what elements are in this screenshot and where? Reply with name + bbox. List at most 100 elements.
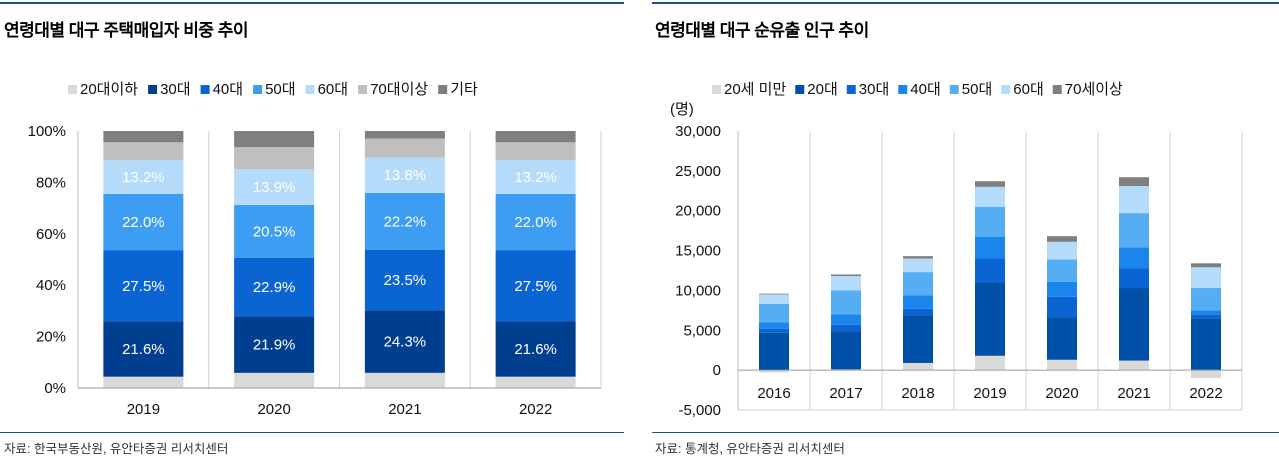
left-legend-swatch-3	[253, 85, 263, 94]
left-data-label-2021-30대: 24.3%	[384, 334, 427, 351]
right-bar-2018-60대	[903, 258, 933, 273]
right-legend-swatch-0	[712, 85, 721, 94]
left-y-tick-label-3: 60%	[36, 226, 66, 243]
right-y-tick-label-5: 20,000	[675, 203, 721, 220]
right-legend-label-3: 40대	[910, 81, 941, 98]
right-legend-label-0: 20세 미만	[724, 81, 786, 98]
right-bar-2018-70세이상	[903, 256, 933, 259]
right-bar-2021-60대	[1119, 186, 1149, 214]
left-data-label-2019-50대: 22.0%	[122, 214, 165, 231]
right-bar-2016-50대	[759, 303, 789, 323]
left-bar-2020-기타	[234, 131, 315, 148]
left-data-label-2020-50대: 20.5%	[253, 223, 296, 240]
right-bar-2016-40대	[759, 322, 789, 329]
left-legend-label-4: 60대	[318, 81, 349, 98]
left-legend-label-3: 50대	[265, 81, 296, 98]
right-y-tick-label-2: 5,000	[683, 322, 721, 339]
right-legend-label-4: 50대	[962, 81, 993, 98]
left-legend-label-6: 기타	[450, 81, 478, 98]
right-bar-2018-20대	[903, 315, 933, 363]
right-x-tick-label-0: 2016	[757, 385, 790, 402]
right-bottom-rule	[652, 432, 1279, 433]
left-source-note: 자료: 한국부동산원, 유안타증권 리서치센터	[4, 442, 229, 456]
left-bar-2019-30대	[103, 321, 184, 377]
left-chart-title: 연령대별 대구 주택매입자 비중 추이	[4, 21, 249, 40]
right-y-tick-label-3: 10,000	[675, 282, 721, 299]
left-y-tick-label-4: 80%	[36, 174, 66, 191]
left-legend-swatch-6	[438, 85, 448, 94]
left-bar-2022-70대이상	[495, 142, 576, 161]
left-top-rule	[0, 2, 624, 4]
right-chart: 20세 미만 20대 30대 40대 50대 60대 70세이상 (명) -5,000 0 5,00…	[670, 81, 1243, 419]
left-bar-2022-30대	[495, 321, 576, 377]
left-bar-2021-기타	[364, 131, 445, 139]
right-bar-2021-20대	[1119, 288, 1149, 361]
right-bar-2020-40대	[1047, 281, 1077, 297]
left-legend-label-2: 40대	[213, 81, 244, 98]
right-bar-2016-20세 미만	[759, 370, 789, 373]
right-bar-2018-20세 미만	[903, 362, 933, 371]
right-bar-2019-30대	[975, 258, 1005, 283]
right-top-rule	[652, 2, 1279, 4]
left-bar-2022-20대이하	[495, 376, 576, 388]
left-bar-2020-50대	[234, 205, 315, 258]
left-bar-2020-40대	[234, 257, 315, 317]
left-data-label-2021-60대: 13.8%	[384, 167, 427, 184]
right-legend-label-2: 30대	[859, 81, 890, 98]
left-bar-2020-70대이상	[234, 147, 315, 170]
right-legend-swatch-5	[1001, 85, 1011, 94]
right-bar-2017-30대	[831, 324, 861, 332]
right-bar-2018-50대	[903, 272, 933, 296]
left-bar-2019-50대	[103, 193, 184, 251]
left-x-tick-label-2: 2021	[388, 401, 421, 418]
left-y-tick-label-2: 40%	[36, 277, 66, 294]
left-x-tick-label-0: 2019	[127, 401, 160, 418]
left-legend-swatch-0	[68, 85, 77, 94]
left-data-label-2019-40대: 27.5%	[122, 278, 165, 295]
left-data-label-2022-40대: 27.5%	[514, 278, 557, 295]
left-bar-2019-70대이상	[103, 142, 184, 161]
right-bar-2019-60대	[975, 186, 1005, 207]
left-bar-2022-40대	[495, 250, 576, 322]
right-bar-2016-30대	[759, 328, 789, 333]
left-bar-2019-60대	[103, 160, 184, 194]
right-bar-2021-30대	[1119, 268, 1149, 289]
right-bar-2019-20세 미만	[975, 355, 1005, 371]
left-legend-swatch-2	[200, 85, 210, 94]
right-bar-2021-20세 미만	[1119, 360, 1149, 371]
right-bar-2021-40대	[1119, 247, 1149, 269]
left-chart: 20대이하 30대 40대 50대 60대 70대이상 기타 0% 20% 40% 60% 80% 10…	[28, 81, 602, 418]
right-x-tick-label-6: 2022	[1189, 385, 1222, 402]
right-y-tick-label-1: 0	[713, 362, 721, 379]
right-y-tick-label-7: 30,000	[675, 123, 721, 140]
left-bar-2021-50대	[364, 192, 445, 250]
right-bar-2020-60대	[1047, 241, 1077, 260]
right-bar-2020-70세이상	[1047, 236, 1077, 242]
right-source-note: 자료: 통계청, 유안타증권 리서치센터	[655, 442, 845, 456]
right-bar-2020-20대	[1047, 317, 1077, 360]
left-bar-2021-20대이하	[364, 372, 445, 388]
left-bar-2020-30대	[234, 316, 315, 373]
right-bar-2022-20대	[1191, 318, 1221, 371]
left-data-label-2020-30대: 21.9%	[253, 337, 296, 354]
right-legend-swatch-6	[1052, 85, 1062, 94]
right-bar-2018-30대	[903, 308, 933, 316]
left-bar-2020-60대	[234, 169, 315, 206]
left-data-label-2020-60대: 13.9%	[253, 179, 296, 196]
left-data-label-2019-30대: 21.6%	[122, 341, 165, 358]
left-bar-2022-60대	[495, 160, 576, 194]
left-x-tick-label-1: 2020	[257, 401, 290, 418]
right-bar-2020-30대	[1047, 296, 1077, 318]
left-bar-2022-50대	[495, 193, 576, 251]
right-bar-2017-20대	[831, 331, 861, 370]
left-bar-2019-40대	[103, 250, 184, 322]
left-bar-2019-20대이하	[103, 376, 184, 388]
right-bar-2020-50대	[1047, 259, 1077, 282]
right-bar-2022-60대	[1191, 267, 1221, 289]
right-y-tick-label-0: -5,000	[678, 402, 721, 419]
left-legend-label-0: 20대이하	[80, 81, 138, 98]
right-bar-2022-50대	[1191, 288, 1221, 311]
left-y-tick-label-0: 0%	[44, 380, 66, 397]
left-bar-2021-40대	[364, 249, 445, 311]
right-legend-label-1: 20대	[807, 81, 838, 98]
